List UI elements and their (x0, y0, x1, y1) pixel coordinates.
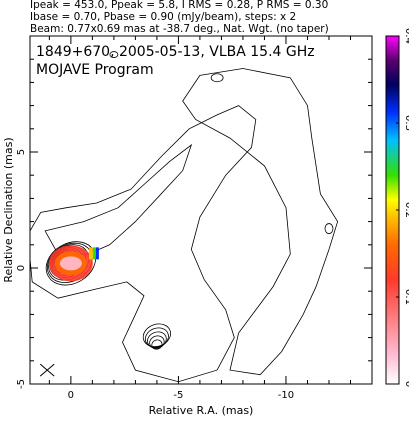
y-tick-label: 5 (16, 149, 27, 155)
header-line-3: Beam: 0.77x0.69 mas at -38.7 deg., Nat. … (30, 23, 329, 35)
knot-contour (149, 335, 165, 349)
knot-contour (144, 327, 169, 348)
plot-frame (29, 35, 373, 385)
x-tick-label: -5 (173, 390, 183, 401)
envelope-contour (30, 105, 257, 383)
colorbar-tick-label: 0.2 (403, 202, 409, 218)
y-axis-label: Relative Declination (mas) (2, 137, 15, 282)
knot-contour (151, 339, 163, 350)
x-tick-labels: 0 -5 -10 (68, 390, 294, 401)
header-line-2: Ibase = 0.70, Pbase = 0.90 (mJy/beam), s… (30, 11, 297, 23)
y-ticks (30, 58, 372, 385)
x-ticks (48, 36, 351, 384)
polarization-fill (92, 247, 96, 260)
outer-halo-contour (182, 68, 339, 376)
plot-subtitle: MOJAVE Program (36, 62, 154, 78)
plot-title: 1849+670, 2005-05-13, VLBA 15.4 GHz (36, 44, 315, 60)
colorbar-tick-label: 0.3 (403, 115, 409, 131)
colorbar-tick-label: 0.4 (403, 28, 409, 44)
contour-lines (30, 51, 339, 383)
colorbar-ticks: 0 0.1 0.2 0.3 0.4 (396, 28, 409, 387)
x-tick-label: 0 (68, 390, 74, 401)
jet-contour (44, 143, 193, 255)
x-tick-label: -10 (278, 390, 294, 401)
header-line-1: Ipeak = 453.0, Ppeak = 5.8, I RMS = 0.28… (30, 0, 329, 11)
beam-axis-minor (39, 363, 55, 377)
knot-contour (142, 323, 171, 348)
beam-marker (39, 363, 55, 377)
polarization-fill (59, 256, 82, 271)
colorbar-tick-label: 0 (403, 381, 409, 387)
x-axis-label: Relative R.A. (mas) (149, 404, 254, 417)
y-tick-label: 0 (16, 265, 27, 271)
polarization-color-overlay (48, 245, 99, 282)
knot-contour (147, 331, 167, 349)
colorbar-tick-label: 0.1 (403, 289, 409, 305)
isolated-contour (210, 73, 224, 83)
polarization-fill (88, 247, 93, 260)
y-tick-label: -5 (16, 379, 27, 389)
isolated-contour (109, 51, 119, 58)
isolated-contour (324, 223, 334, 234)
y-tick-labels: -5 0 5 (16, 149, 27, 389)
polarization-fill (95, 247, 99, 260)
